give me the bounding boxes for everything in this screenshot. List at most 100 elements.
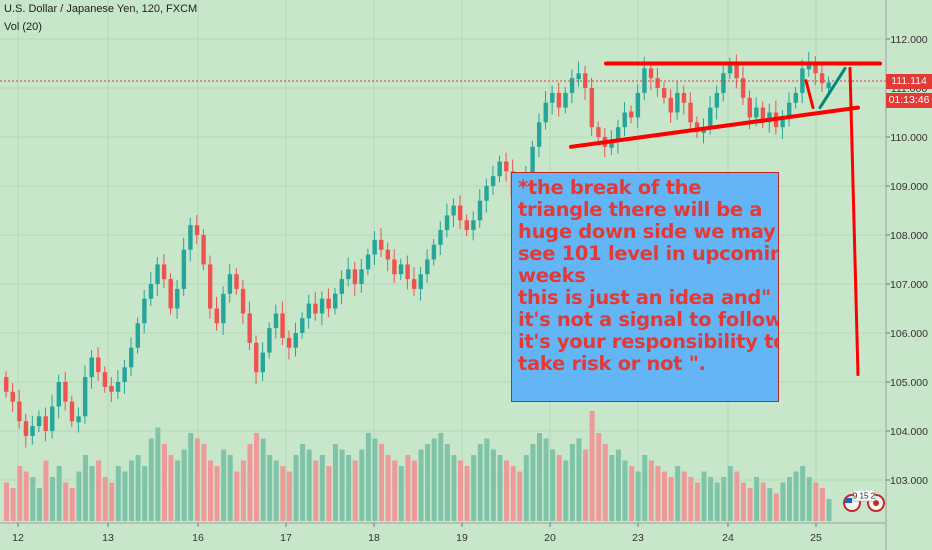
candle-body [148,284,154,299]
candle-body [181,249,187,289]
candle-body [714,92,720,108]
volume-bar [708,477,714,521]
candle-body [346,269,351,280]
volume-bar [642,455,648,521]
volume-bar [596,433,602,521]
candle-body [550,92,555,103]
candle-body [115,382,121,392]
time-tick-label: 13 [102,532,114,544]
candle-body [50,406,55,431]
candle-body [280,313,285,338]
time-tick-label: 25 [810,532,822,544]
volume-bar [497,455,503,521]
volume-bar [214,466,220,521]
volume-bar [333,444,338,521]
projection-line[interactable] [848,66,860,377]
price-tick-label: 108.000 [890,230,928,242]
candle-body [688,102,693,123]
candle-body [326,298,331,309]
candle-body [760,107,766,123]
candle-body [569,78,575,93]
candle-body [135,323,140,348]
candle-body [819,73,825,84]
candle-body [754,107,759,118]
candle-body [708,107,713,128]
candle-body [411,279,417,289]
candle-body [43,416,48,431]
candle-body [122,367,127,382]
candle-body [17,401,22,422]
volume-bar [286,471,292,521]
volume-bar [339,449,345,521]
path-down-line[interactable] [804,79,815,110]
volume-bar [207,460,213,521]
candle-body [675,92,680,113]
candle-body [313,303,318,314]
volume-bar [161,444,167,521]
volume-bar [240,460,246,521]
candle-body [431,244,437,260]
path-up-line[interactable] [818,66,847,110]
volume-bar [122,471,128,521]
volume-bar [82,455,88,521]
candle-body [504,161,509,172]
volume-bar [826,499,832,521]
volume-bar [563,460,569,521]
support-line[interactable] [569,105,860,149]
volume-bar [504,460,510,521]
trend-drawings[interactable] [569,61,882,377]
candle-body [142,298,147,324]
volume-bar [800,466,806,521]
candle-body [727,63,733,74]
volume-bar [365,433,371,521]
candle-body [747,97,752,118]
candle-body [655,78,660,88]
candle-body [596,127,601,137]
volume-bar [392,460,398,521]
volume-bar [662,471,667,521]
volume-bar [411,460,417,521]
time-tick-label: 12 [12,532,24,544]
volume-bar [615,449,621,521]
time-axis[interactable]: 12 13 16 17 18 19 20 23 24 25 [12,523,822,544]
price-axis[interactable]: 103.000 104.000 105.000 106.000 107.000 108.0… [886,34,928,487]
candle-body [234,274,239,289]
volume-bar [109,482,115,521]
candle-body [392,259,397,275]
candle-body [300,318,305,333]
candle-body [4,377,9,392]
candle-body [813,63,818,74]
volume-bar [306,449,312,521]
volume-bar [405,455,411,521]
volume-indicator-label[interactable]: Vol (20) [4,21,42,33]
flags-widget[interactable]: 9 15 2 [842,490,886,512]
volume-bar [194,438,200,521]
candle-body [221,293,226,324]
candle-body [306,303,312,319]
volume-bar [142,466,148,521]
volume-bar [385,455,391,521]
volume-bar [36,488,42,521]
candle-body [293,333,298,348]
candle-body [69,401,75,422]
candle-body [490,176,496,186]
analysis-note[interactable]: *the break of the triangle there will be… [511,172,779,402]
volume-bar [181,449,187,521]
note-line: it's your responsibility to [518,330,779,353]
volume-bar [760,482,766,521]
price-tick-label: 103.000 [890,475,928,487]
candle-body [451,205,456,216]
time-tick-label: 16 [192,532,204,544]
candle-body [102,372,108,387]
candle-body [214,308,219,324]
volume-bar [17,466,23,521]
volume-bar [188,433,194,521]
volume-bar [89,466,95,521]
volume-bar [313,460,319,521]
candle-body [780,117,785,128]
volume-bar [4,482,9,521]
candle-body [359,269,364,284]
volume-bar [227,455,233,521]
candle-body [155,264,160,284]
